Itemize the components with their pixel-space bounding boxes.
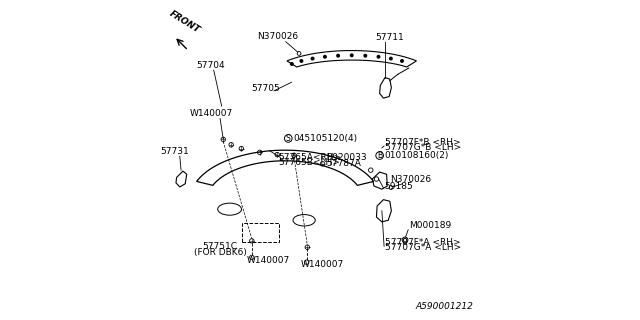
Circle shape xyxy=(401,60,403,62)
Circle shape xyxy=(324,55,326,58)
Bar xyxy=(243,223,279,243)
Text: 57765A<RH>: 57765A<RH> xyxy=(278,153,341,162)
Text: (FOR DBK6): (FOR DBK6) xyxy=(194,248,246,257)
Text: 59185: 59185 xyxy=(385,182,413,191)
Text: A590001212: A590001212 xyxy=(416,302,474,311)
Text: 57731: 57731 xyxy=(161,147,189,156)
Text: 045105120(4): 045105120(4) xyxy=(293,134,358,143)
Text: S: S xyxy=(286,134,291,143)
Text: 57751C: 57751C xyxy=(203,243,237,252)
Text: 57704: 57704 xyxy=(196,61,225,70)
Text: 57707G*A <LH>: 57707G*A <LH> xyxy=(385,244,461,252)
Circle shape xyxy=(364,54,367,57)
Text: R920033: R920033 xyxy=(326,153,367,162)
Text: W140007: W140007 xyxy=(246,256,290,265)
Text: M000189: M000189 xyxy=(409,221,451,230)
Text: B: B xyxy=(377,151,382,160)
Text: 57711: 57711 xyxy=(376,33,404,42)
Circle shape xyxy=(300,60,303,62)
Circle shape xyxy=(291,63,293,65)
Text: 010108160(2): 010108160(2) xyxy=(385,151,449,160)
Circle shape xyxy=(311,57,314,60)
Text: W140007: W140007 xyxy=(301,260,344,269)
Circle shape xyxy=(351,54,353,57)
Text: N370026: N370026 xyxy=(390,175,431,184)
Text: 57707F*A <RH>: 57707F*A <RH> xyxy=(385,238,461,247)
Text: 57787A: 57787A xyxy=(326,159,361,168)
Circle shape xyxy=(377,55,380,58)
Text: 57707F*B <RH>: 57707F*B <RH> xyxy=(385,138,461,147)
Text: FRONT: FRONT xyxy=(167,9,201,35)
Text: N370026: N370026 xyxy=(257,32,299,42)
Text: 57765B<LH>: 57765B<LH> xyxy=(278,158,340,167)
Circle shape xyxy=(390,57,392,60)
Text: 57705: 57705 xyxy=(252,84,280,93)
Circle shape xyxy=(337,54,339,57)
Text: 57707G*B <LH>: 57707G*B <LH> xyxy=(385,143,461,152)
Text: W140007: W140007 xyxy=(190,109,233,118)
